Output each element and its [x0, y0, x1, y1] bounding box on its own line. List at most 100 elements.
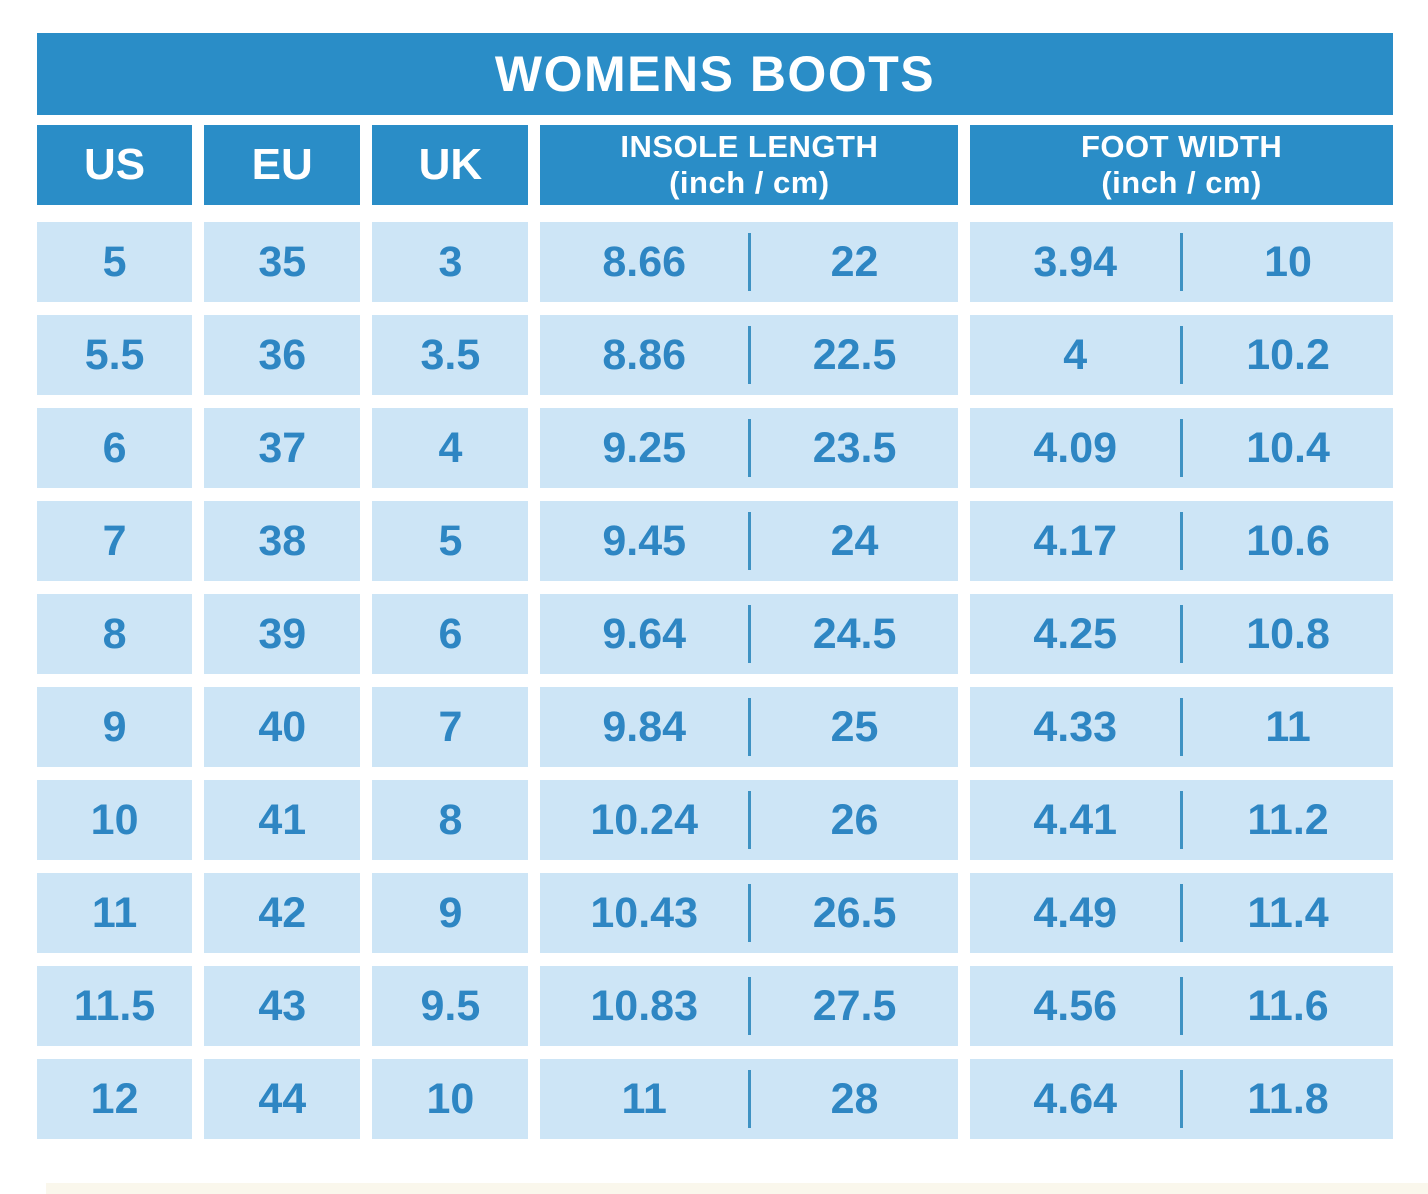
- foot-width-inch-value: 4.49: [1033, 888, 1118, 937]
- foot-width-inch-value: 4.17: [1033, 516, 1118, 565]
- insole-length-inch-value: 9.25: [602, 423, 687, 472]
- cell-foot-width: 4.25 10.8: [970, 594, 1393, 674]
- womens-boots-size-chart: WOMENS BOOTS US EU UK INSOLE LENGTH (inc…: [37, 33, 1393, 1152]
- cell-us-size: 6: [37, 408, 193, 488]
- table-row: 12 44 10 11 28 4.64 11.8: [37, 1059, 1393, 1139]
- cell-us-size: 12: [37, 1059, 193, 1139]
- divider-line: [1180, 419, 1184, 477]
- divider-line: [747, 977, 751, 1035]
- cell-us-size: 11: [37, 873, 193, 953]
- insole-length-cm-value: 27.5: [812, 981, 897, 1030]
- divider-line: [747, 1070, 751, 1128]
- cell-us-size: 8: [37, 594, 193, 674]
- table-row: 11.5 43 9.5 10.83 27.5 4.56 11.6: [37, 966, 1393, 1046]
- divider-line: [747, 791, 751, 849]
- insole-length-label: INSOLE LENGTH: [620, 129, 879, 165]
- cell-eu-size: 37: [204, 408, 361, 488]
- column-header-eu: EU: [204, 125, 361, 205]
- foot-width-inch-value: 4.64: [1033, 1074, 1118, 1123]
- cell-uk-size: 6: [372, 594, 529, 674]
- divider-line: [1180, 512, 1184, 570]
- divider-line: [1180, 326, 1184, 384]
- cell-insole-length: 9.84 25: [540, 687, 959, 767]
- table-header-row: US EU UK INSOLE LENGTH (inch / cm) FOOT …: [37, 125, 1393, 205]
- insole-length-cm-value: 25: [830, 702, 879, 751]
- divider-line: [1180, 884, 1184, 942]
- foot-width-inch-value: 4.09: [1033, 423, 1118, 472]
- insole-length-cm-value: 24: [830, 516, 879, 565]
- column-header-insole-length: INSOLE LENGTH (inch / cm): [540, 125, 959, 205]
- column-header-uk: UK: [372, 125, 529, 205]
- insole-length-inch-value: 8.86: [602, 330, 687, 379]
- insole-length-cm-value: 28: [830, 1074, 879, 1123]
- insole-length-cm-value: 22.5: [812, 330, 897, 379]
- divider-line: [747, 884, 751, 942]
- divider-line: [1180, 977, 1184, 1035]
- foot-width-cm-value: 11.8: [1247, 1074, 1329, 1123]
- foot-width-inch-value: 4.25: [1033, 609, 1118, 658]
- cell-insole-length: 11 28: [540, 1059, 959, 1139]
- insole-length-cm-value: 26: [830, 795, 879, 844]
- divider-line: [1180, 791, 1184, 849]
- cell-uk-size: 7: [372, 687, 529, 767]
- cell-eu-size: 35: [204, 222, 361, 302]
- cell-foot-width: 4.56 11.6: [970, 966, 1393, 1046]
- insole-length-inch-value: 10.43: [590, 888, 698, 937]
- insole-length-inch-value: 11: [621, 1074, 667, 1123]
- insole-length-inch-value: 9.84: [602, 702, 687, 751]
- bottom-cream-strip: [46, 1183, 1428, 1194]
- cell-foot-width: 4.09 10.4: [970, 408, 1393, 488]
- column-header-us: US: [37, 125, 193, 205]
- cell-foot-width: 4.33 11: [970, 687, 1393, 767]
- cell-uk-size: 4: [372, 408, 529, 488]
- foot-width-inch-value: 4.41: [1033, 795, 1118, 844]
- cell-eu-size: 40: [204, 687, 361, 767]
- foot-width-units: (inch / cm): [1101, 165, 1262, 200]
- cell-insole-length: 10.24 26: [540, 780, 959, 860]
- insole-length-cm-value: 22: [830, 237, 879, 286]
- table-row: 5.5 36 3.5 8.86 22.5 4 10.2: [37, 315, 1393, 395]
- foot-width-cm-value: 11.4: [1247, 888, 1329, 937]
- foot-width-cm-value: 10: [1264, 237, 1312, 286]
- cell-insole-length: 8.66 22: [540, 222, 959, 302]
- foot-width-label: FOOT WIDTH: [1080, 129, 1283, 165]
- insole-length-inch-value: 9.64: [602, 609, 687, 658]
- cell-foot-width: 4 10.2: [970, 315, 1393, 395]
- cell-foot-width: 4.41 11.2: [970, 780, 1393, 860]
- foot-width-cm-value: 11: [1265, 702, 1311, 751]
- divider-line: [747, 605, 751, 663]
- divider-line: [747, 698, 751, 756]
- table-row: 9 40 7 9.84 25 4.33 11: [37, 687, 1393, 767]
- insole-length-inch-value: 8.66: [602, 237, 687, 286]
- divider-line: [1180, 233, 1184, 291]
- table-row: 10 41 8 10.24 26 4.41 11.2: [37, 780, 1393, 860]
- cell-eu-size: 38: [204, 501, 361, 581]
- divider-line: [747, 326, 751, 384]
- cell-insole-length: 8.86 22.5: [540, 315, 959, 395]
- divider-line: [747, 233, 751, 291]
- foot-width-cm-value: 10.8: [1246, 609, 1330, 658]
- chart-title-bar: WOMENS BOOTS: [37, 33, 1393, 115]
- cell-us-size: 9: [37, 687, 193, 767]
- foot-width-inch-value: 4: [1063, 330, 1088, 379]
- divider-line: [1180, 1070, 1184, 1128]
- column-header-foot-width: FOOT WIDTH (inch / cm): [970, 125, 1393, 205]
- cell-us-size: 5: [37, 222, 193, 302]
- cell-insole-length: 10.83 27.5: [540, 966, 959, 1046]
- cell-uk-size: 10: [372, 1059, 529, 1139]
- insole-length-cm-value: 26.5: [812, 888, 897, 937]
- cell-insole-length: 9.45 24: [540, 501, 959, 581]
- cell-eu-size: 44: [204, 1059, 361, 1139]
- table-row: 7 38 5 9.45 24 4.17 10.6: [37, 501, 1393, 581]
- divider-line: [747, 512, 751, 570]
- cell-insole-length: 9.25 23.5: [540, 408, 959, 488]
- cell-uk-size: 8: [372, 780, 529, 860]
- insole-length-inch-value: 10.24: [590, 795, 698, 844]
- cell-uk-size: 9: [372, 873, 529, 953]
- cell-foot-width: 3.94 10: [970, 222, 1393, 302]
- insole-length-cm-value: 23.5: [812, 423, 897, 472]
- cell-eu-size: 43: [204, 966, 361, 1046]
- cell-foot-width: 4.17 10.6: [970, 501, 1393, 581]
- foot-width-cm-value: 10.2: [1246, 330, 1330, 379]
